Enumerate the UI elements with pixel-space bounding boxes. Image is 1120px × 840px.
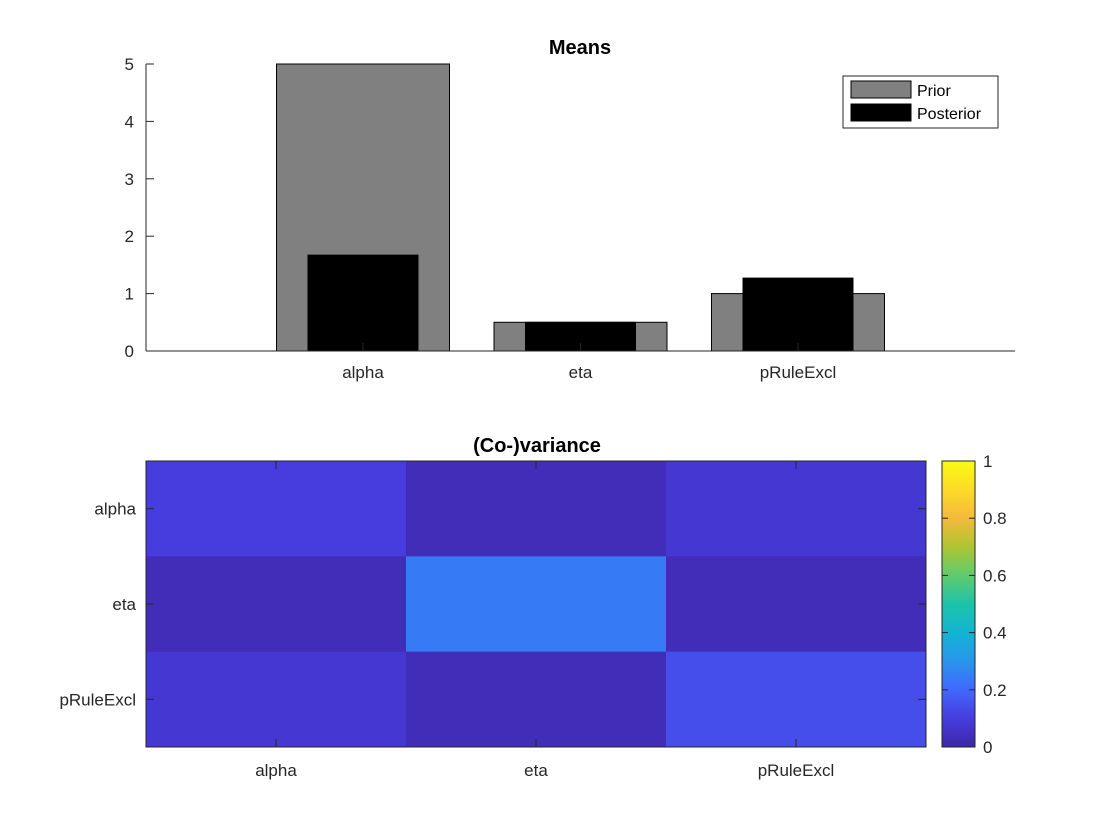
means-y-tick-label: 0 (125, 342, 134, 361)
covariance-chart: (Co-)variance alpha eta pRuleExcl alpha eta p… (59, 435, 1006, 780)
heatmap-cell-eta-pRuleExcl (666, 556, 927, 653)
colorbar-tick-label: 0.8 (983, 509, 1007, 528)
colorbar: 0 0.2 0.4 0.6 0.8 1 (941, 452, 1007, 757)
means-y-tick-label: 1 (125, 285, 134, 304)
heatmap-cell-eta-alpha (146, 556, 407, 653)
legend: Prior Posterior (842, 75, 999, 129)
heatmap-ticks: alpha eta pRuleExcl alpha eta pRuleExcl (59, 461, 926, 780)
heatmap-x-tick-label: alpha (255, 761, 297, 780)
heatmap-cell-pRuleExcl-pRuleExcl (666, 651, 927, 748)
heatmap-cell-alpha-eta (406, 461, 667, 557)
bar-posterior-alpha (307, 254, 419, 352)
colorbar-gradient (941, 460, 976, 748)
covariance-title: (Co-)variance (473, 435, 601, 457)
means-x-tick-label: eta (569, 363, 593, 382)
colorbar-tick-label: 1 (983, 452, 992, 471)
heatmap-x-tick-label: pRuleExcl (758, 761, 835, 780)
means-x-tick-label: alpha (342, 363, 384, 382)
heatmap-cell-alpha-alpha (146, 461, 407, 557)
heatmap-cell-alpha-pRuleExcl (666, 461, 927, 557)
means-y-tick-label: 4 (125, 112, 134, 131)
colorbar-tick-label: 0.6 (983, 566, 1007, 585)
heatmap-cell-pRuleExcl-alpha (146, 651, 407, 748)
legend-swatch-prior (850, 80, 912, 99)
means-title: Means (549, 37, 611, 59)
means-y-tick-label: 5 (125, 55, 134, 74)
means-y-ticks: 0 1 2 3 4 5 (125, 55, 154, 361)
means-chart: Means 0 1 2 3 4 5 alpha eta pRuleExcl Prior Pos… (125, 37, 1015, 382)
heatmap-y-tick-label: eta (112, 595, 136, 614)
means-bars (276, 63, 885, 352)
heatmap-x-tick-label: eta (524, 761, 548, 780)
heatmap-y-tick-label: pRuleExcl (59, 690, 136, 709)
heatmap-y-tick-label: alpha (94, 500, 136, 519)
means-y-tick-label: 2 (125, 227, 134, 246)
heatmap-cell-eta-eta (406, 556, 667, 653)
colorbar-tick-label: 0.2 (983, 681, 1007, 700)
means-x-tick-label: pRuleExcl (760, 363, 837, 382)
colorbar-tick-label: 0 (983, 738, 992, 757)
colorbar-tick-label: 0.4 (983, 624, 1007, 643)
means-x-ticks: alpha eta pRuleExcl (342, 343, 836, 382)
legend-swatch-posterior (850, 103, 912, 122)
legend-label-posterior: Posterior (917, 106, 982, 123)
heatmap-cell-pRuleExcl-eta (406, 651, 667, 748)
means-y-tick-label: 3 (125, 170, 134, 189)
bar-posterior-pRuleExcl (742, 277, 854, 352)
heatmap-cells (146, 461, 927, 748)
legend-label-prior: Prior (917, 83, 951, 100)
